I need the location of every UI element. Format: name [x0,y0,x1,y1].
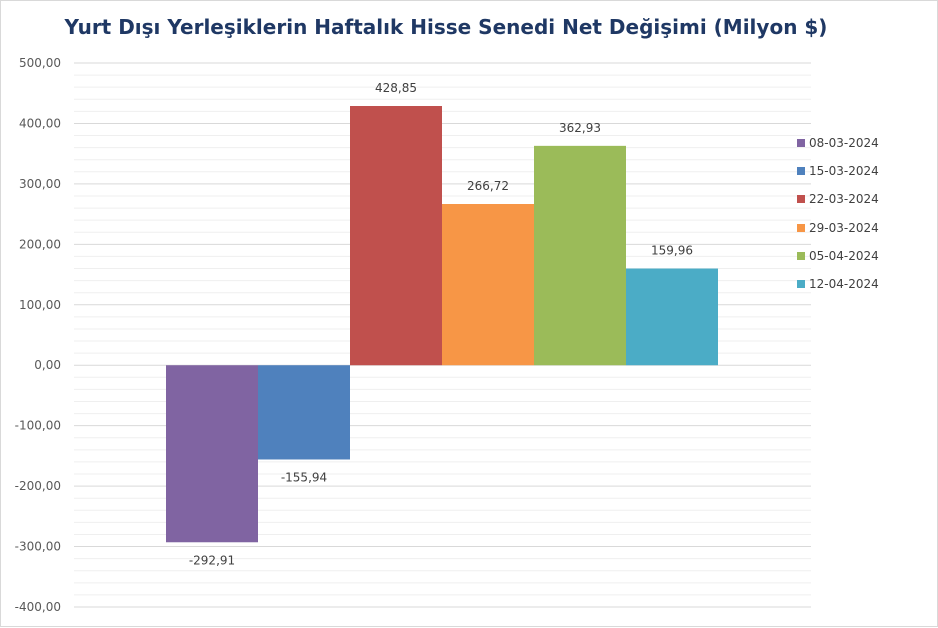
legend-label: 08-03-2024 [809,136,879,151]
legend-item: 08-03-2024 [797,129,879,157]
bar-22-03-2024 [350,106,442,366]
legend-label: 22-03-2024 [809,192,879,207]
legend-label: 05-04-2024 [809,248,879,263]
legend-swatch [797,280,805,289]
legend-swatch [797,139,805,148]
bar-29-03-2024 [442,204,534,366]
y-tick-label: -400,00 [15,600,61,614]
bar-15-03-2024 [258,365,350,460]
data-label: -292,91 [189,553,235,567]
y-tick-label: 0,00 [34,358,61,372]
legend-swatch [797,251,805,260]
legend-item: 15-03-2024 [797,157,879,185]
y-tick-label: 100,00 [19,298,61,312]
legend-swatch [797,195,805,204]
y-tick-label: 300,00 [19,177,61,191]
y-tick-label: -200,00 [15,479,61,493]
data-label: 428,85 [375,81,417,95]
legend: 08-03-2024 15-03-2024 22-03-2024 29-03-2024… [797,129,879,298]
data-label: 266,72 [467,179,509,193]
y-tick-label: 200,00 [19,237,61,251]
data-label: -155,94 [281,470,327,484]
bar-12-04-2024 [626,268,718,366]
legend-label: 12-04-2024 [809,277,879,292]
legend-swatch [797,167,805,176]
y-tick-label: -300,00 [15,540,61,554]
data-label: 362,93 [559,121,601,135]
y-tick-label: 500,00 [19,56,61,70]
y-tick-label: -100,00 [15,419,61,433]
legend-label: 29-03-2024 [809,220,879,235]
legend-label: 15-03-2024 [809,164,879,179]
legend-item: 22-03-2024 [797,185,879,213]
legend-item: 29-03-2024 [797,214,879,242]
bar-08-03-2024 [166,365,258,543]
y-tick-label: 400,00 [19,116,61,130]
legend-swatch [797,223,805,232]
legend-item: 05-04-2024 [797,242,879,270]
legend-item: 12-04-2024 [797,270,879,298]
chart-title: Yurt Dışı Yerleşiklerin Haftalık Hisse S… [64,15,828,39]
bar-05-04-2024 [534,145,626,366]
data-label: 159,96 [651,244,693,258]
